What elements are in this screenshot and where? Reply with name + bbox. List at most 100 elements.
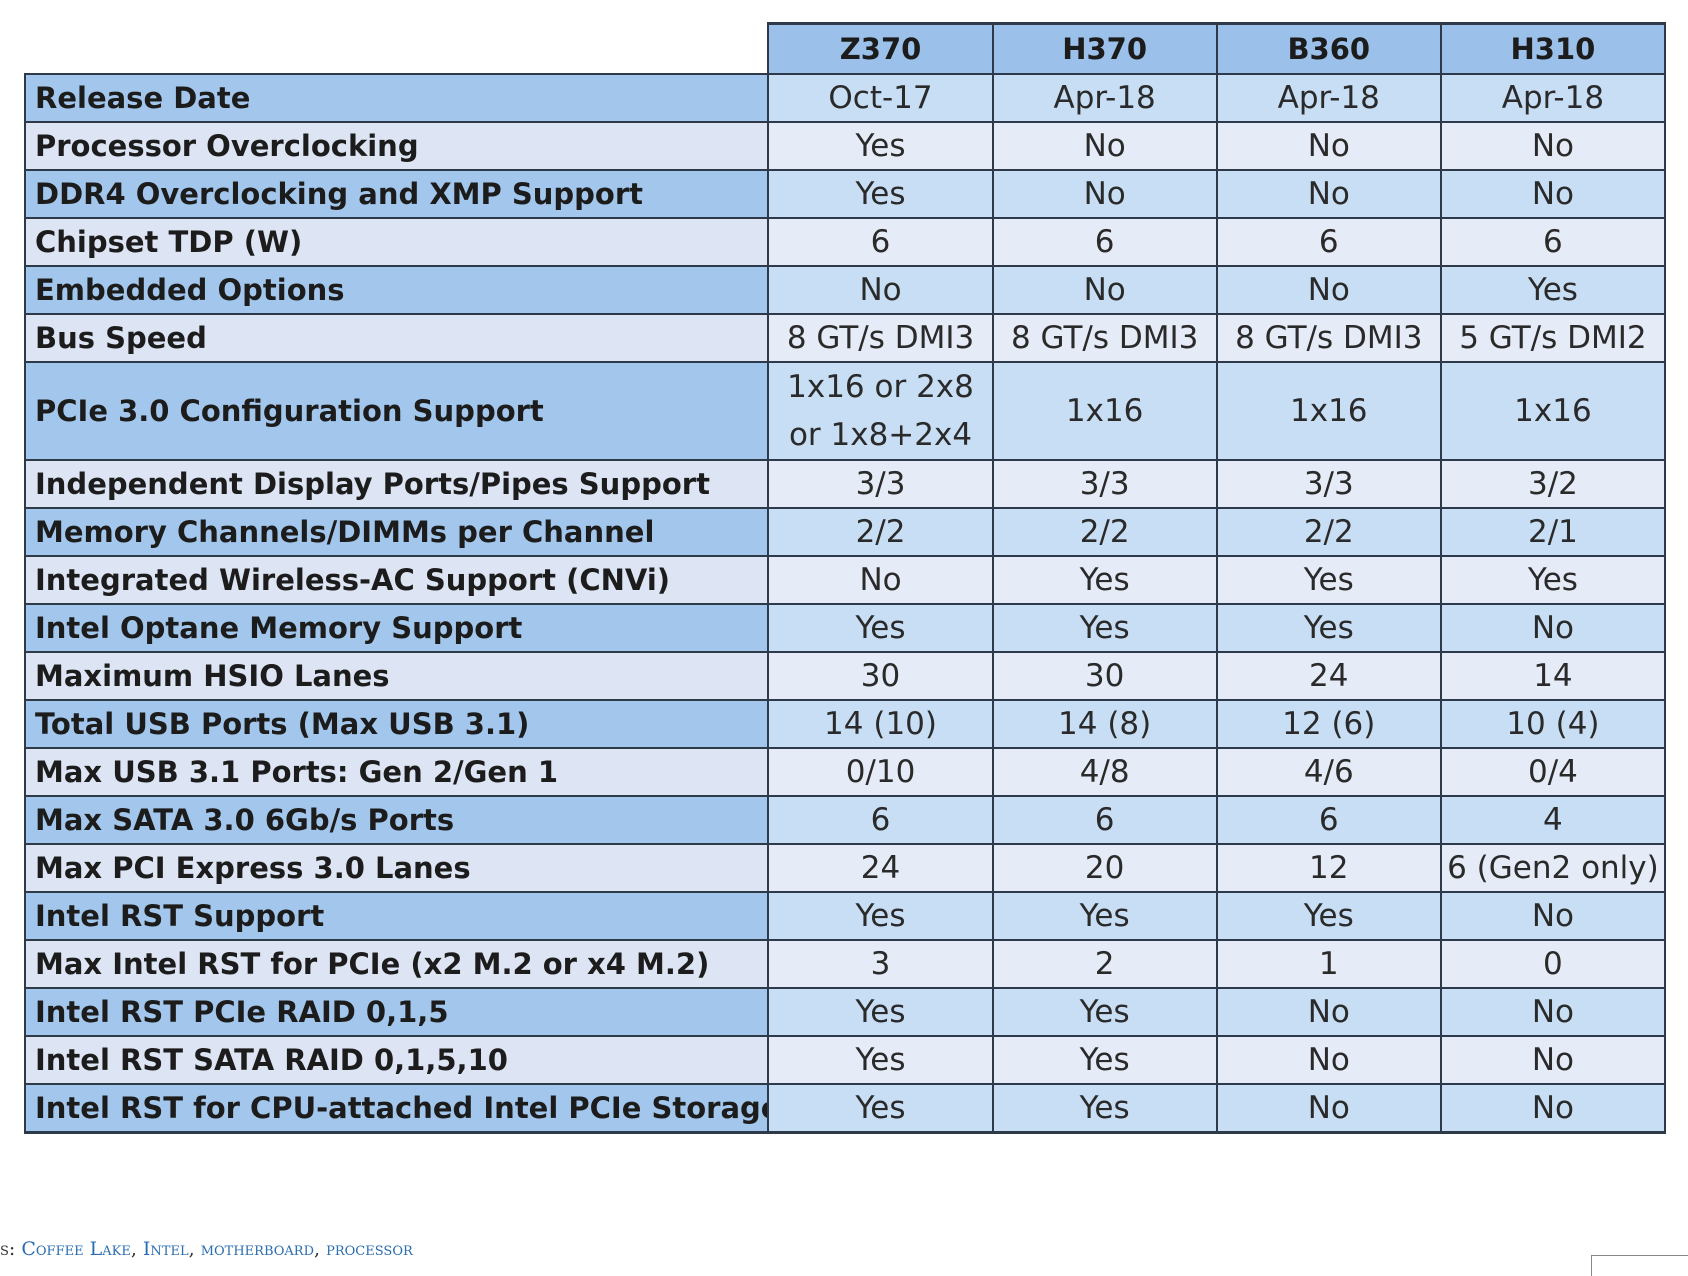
table-row: Intel RST PCIe RAID 0,1,5 Yes Yes No No (23, 987, 1667, 1037)
row-label: Intel Optane Memory Support (23, 603, 770, 653)
cell-value: 14 (10) (767, 699, 994, 749)
tag-link[interactable]: Coffee Lake (21, 1238, 131, 1260)
row-label: Processor Overclocking (23, 121, 770, 171)
cell-value: No (1439, 1035, 1667, 1085)
cell-value: 1x16 (1215, 361, 1442, 461)
cell-value: No (767, 555, 994, 605)
cell-value: 2/2 (991, 507, 1218, 557)
cell-value: Yes (767, 987, 994, 1037)
cell-value: No (991, 265, 1218, 315)
cell-value: Yes (1439, 265, 1667, 315)
cell-value: 3/2 (1439, 459, 1667, 509)
cell-value: No (991, 169, 1218, 219)
cell-value: 2/2 (767, 507, 994, 557)
table-row: Intel RST Support Yes Yes Yes No (23, 891, 1667, 941)
table-row: Processor Overclocking Yes No No No (23, 121, 1667, 171)
tag-link[interactable]: motherboard (200, 1238, 315, 1260)
table-row: Max USB 3.1 Ports: Gen 2/Gen 1 0/10 4/8 4/6… (23, 747, 1667, 797)
cell-value: 2/1 (1439, 507, 1667, 557)
cell-value: No (767, 265, 994, 315)
cell-value: No (1215, 987, 1442, 1037)
cell-value: No (1439, 891, 1667, 941)
cell-value: 12 (6) (1215, 699, 1442, 749)
table-row: Bus Speed 8 GT/s DMI3 8 GT/s DMI3 8 GT/s DM… (23, 313, 1667, 363)
row-label: Max PCI Express 3.0 Lanes (23, 843, 770, 893)
tag-separator: , (314, 1238, 327, 1260)
cell-value: 2 (991, 939, 1218, 989)
cell-value: 4/6 (1215, 747, 1442, 797)
cell-value: 1x16 (1439, 361, 1667, 461)
cell-value: 6 (1215, 217, 1442, 267)
tag-link[interactable]: processor (326, 1238, 413, 1260)
row-label: Max Intel RST for PCIe (x2 M.2 or x4 M.2… (23, 939, 770, 989)
cell-value: 3 (767, 939, 994, 989)
cell-value: Yes (1439, 555, 1667, 605)
cell-value: 20 (991, 843, 1218, 893)
cell-value: Yes (991, 1035, 1218, 1085)
cell-value: Yes (991, 555, 1218, 605)
row-label: DDR4 Overclocking and XMP Support (23, 169, 770, 219)
cell-value: 1 (1215, 939, 1442, 989)
cell-value: No (1439, 121, 1667, 171)
cell-value: 8 GT/s DMI3 (767, 313, 994, 363)
cell-value: 4 (1439, 795, 1667, 845)
header-corner-cell (25, 23, 770, 75)
row-label: Chipset TDP (W) (23, 217, 770, 267)
table-row: Total USB Ports (Max USB 3.1) 14 (10) 14 (… (23, 699, 1667, 749)
column-header: Z370 (767, 22, 994, 75)
cell-value: 0/4 (1439, 747, 1667, 797)
cell-value: Yes (991, 987, 1218, 1037)
post-tags: s: Coffee Lake, Intel, motherboard, proc… (0, 1238, 413, 1260)
tag-link[interactable]: Intel (142, 1238, 189, 1260)
table-row: DDR4 Overclocking and XMP Support Yes No No… (23, 169, 1667, 219)
chipset-comparison-table: Z370 H370 B360 H310 Release Date Oct-17 Ap… (23, 22, 1667, 1134)
tag-separator: , (130, 1238, 143, 1260)
cell-value: 2/2 (1215, 507, 1442, 557)
tags-prefix: s: (0, 1238, 22, 1260)
cell-value: Yes (991, 1083, 1218, 1134)
row-label: Memory Channels/DIMMs per Channel (23, 507, 770, 557)
row-label: Independent Display Ports/Pipes Support (23, 459, 770, 509)
cell-value: No (1215, 121, 1442, 171)
cell-value: 30 (991, 651, 1218, 701)
row-label: Max USB 3.1 Ports: Gen 2/Gen 1 (23, 747, 770, 797)
cell-value: Yes (1215, 603, 1442, 653)
cell-value: No (1439, 603, 1667, 653)
cell-value: No (991, 121, 1218, 171)
cell-value: 6 (991, 217, 1218, 267)
cell-value: Yes (1215, 891, 1442, 941)
row-label: Max SATA 3.0 6Gb/s Ports (23, 795, 770, 845)
cell-value: 3/3 (767, 459, 994, 509)
row-label: Total USB Ports (Max USB 3.1) (23, 699, 770, 749)
cell-value: 24 (1215, 651, 1442, 701)
cell-value: Yes (767, 169, 994, 219)
cell-value: No (1439, 169, 1667, 219)
cell-value: 10 (4) (1439, 699, 1667, 749)
cell-value: 1x16 (991, 361, 1218, 461)
column-header: B360 (1215, 22, 1442, 75)
row-label: Release Date (23, 73, 770, 123)
cell-value: 6 (767, 217, 994, 267)
column-header: H310 (1439, 22, 1667, 75)
cell-value: Yes (767, 891, 994, 941)
cell-value: Yes (767, 121, 994, 171)
table-row: Intel RST for CPU-attached Intel PCIe St… (23, 1083, 1667, 1134)
row-label: Embedded Options (23, 265, 770, 315)
column-header: H370 (991, 22, 1218, 75)
row-label: PCIe 3.0 Configuration Support (23, 361, 770, 461)
table-row: PCIe 3.0 Configuration Support 1x16 or 2x… (23, 361, 1667, 461)
cell-value: No (1215, 1035, 1442, 1085)
table-row: Integrated Wireless-AC Support (CNVi) No Y… (23, 555, 1667, 605)
tag-separator: , (188, 1238, 201, 1260)
table-row: Max Intel RST for PCIe (x2 M.2 or x4 M.2… (23, 939, 1667, 989)
cell-value: 1x16 or 2x8 or 1x8+2x4 (767, 361, 994, 461)
row-label: Intel RST Support (23, 891, 770, 941)
cell-value: 0 (1439, 939, 1667, 989)
table-row: Intel Optane Memory Support Yes Yes Yes No (23, 603, 1667, 653)
cell-value: 4/8 (991, 747, 1218, 797)
cell-value: 6 (1439, 217, 1667, 267)
table-row: Release Date Oct-17 Apr-18 Apr-18 Apr-18 (23, 73, 1667, 123)
cell-value: 12 (1215, 843, 1442, 893)
table-row: Max SATA 3.0 6Gb/s Ports 6 6 6 4 (23, 795, 1667, 845)
cell-value: Yes (991, 603, 1218, 653)
